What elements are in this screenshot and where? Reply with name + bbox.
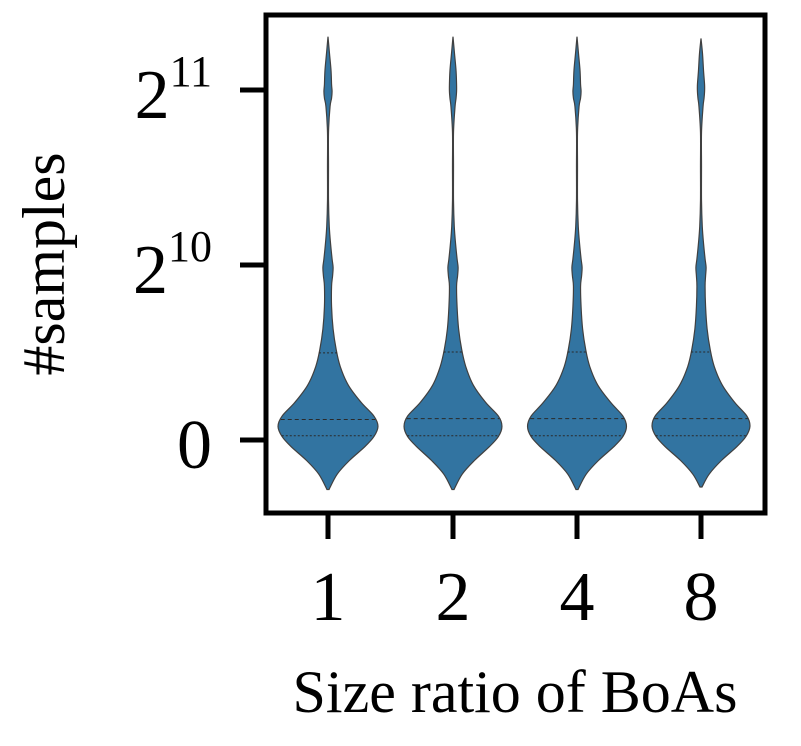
x-tick-label: 2 [436,559,471,636]
x-axis-label: Size ratio of BoAs [293,659,738,725]
y-axis-label: #samples [11,152,77,375]
violin-8 [651,38,751,488]
violin-body [526,36,628,491]
violin-1 [277,36,379,491]
violin-2 [403,36,503,491]
y-axis: 0 210 211 [133,47,266,484]
x-tick-label: 8 [684,559,719,636]
x-tick-label: 1 [311,559,346,636]
x-tick-label: 4 [560,559,595,636]
violins-layer [277,36,751,491]
violin-body [403,36,503,491]
violin-body [277,36,379,491]
y-tick-label: 211 [135,47,212,134]
x-axis: 1 2 4 8 [311,513,719,636]
y-tick-label: 210 [133,222,212,309]
violin-4 [526,36,628,491]
violin-body [651,38,751,488]
y-tick-label: 0 [177,407,212,484]
